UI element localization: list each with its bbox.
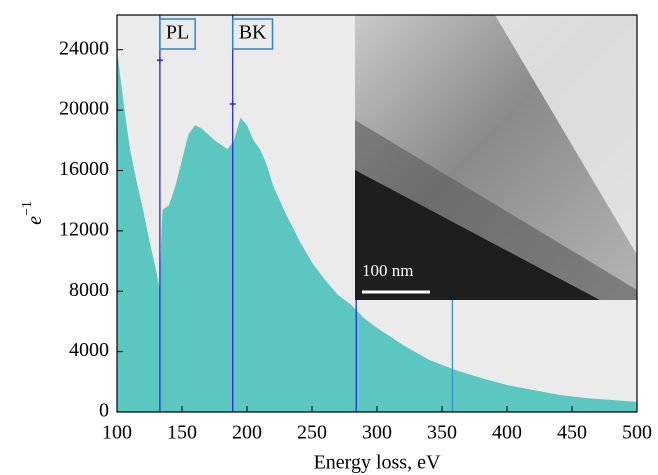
x-tick-label: 300 — [362, 422, 392, 444]
y-tick-label: 16000 — [59, 158, 109, 180]
y-tick-label: 8000 — [69, 279, 109, 301]
x-tick-label: 100 — [102, 422, 132, 444]
y-tick-label: 12000 — [59, 218, 109, 240]
y-tick-label: 20000 — [59, 98, 109, 120]
x-tick-label: 450 — [557, 422, 587, 444]
x-tick-label: 150 — [167, 422, 197, 444]
y-tick-label: 24000 — [59, 37, 109, 59]
y-tick-label: 0 — [99, 400, 109, 422]
y-tick-label: 4000 — [69, 339, 109, 361]
inset-label: 100 nm — [362, 261, 413, 280]
annotation-label: BK — [239, 22, 267, 44]
y-axis-label: e−1 — [20, 201, 45, 225]
inset-image: 100 nm — [355, 15, 637, 300]
x-tick-label: 250 — [297, 422, 327, 444]
x-axis-label: Energy loss, eV — [314, 452, 441, 474]
x-tick-label: 400 — [492, 422, 522, 444]
chart: 100 nm Energy loss, eV e−1 PL BK 0 4000 8000… — [0, 0, 658, 475]
x-tick-label: 350 — [427, 422, 457, 444]
x-tick-label: 200 — [232, 422, 262, 444]
annotation-label: PL — [166, 22, 189, 44]
x-tick-label: 500 — [622, 422, 652, 444]
